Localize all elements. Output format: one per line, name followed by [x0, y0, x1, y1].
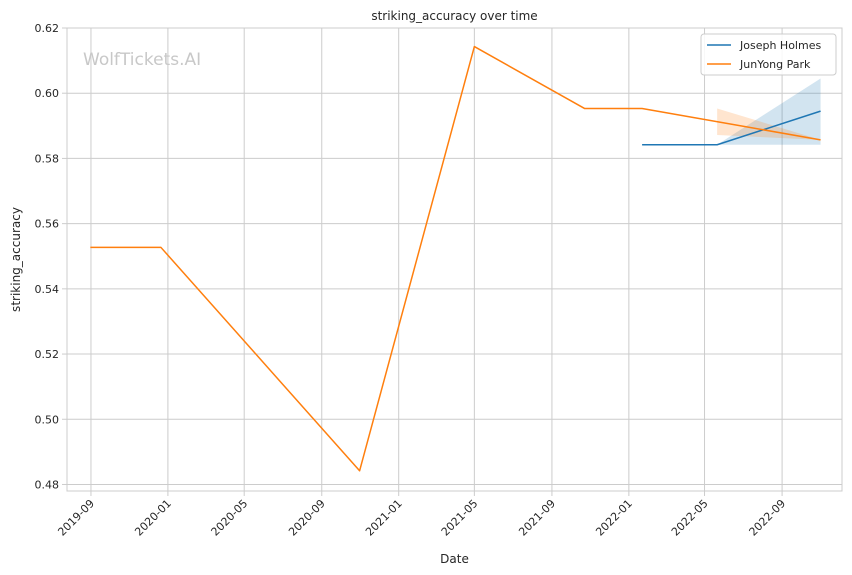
- series-lines: [90, 45, 821, 472]
- legend-box: [700, 33, 837, 76]
- y-tick-label: 0.62: [35, 22, 60, 35]
- watermark-text: WolfTickets.AI: [83, 50, 201, 70]
- chart-title: striking_accuracy over time: [371, 9, 537, 23]
- y-tick-label: 0.50: [35, 413, 60, 426]
- plot-area-frame: [66, 27, 843, 492]
- x-axis-title: Date: [440, 552, 469, 566]
- y-axis-title: striking_accuracy: [9, 207, 23, 312]
- y-tick-label: 0.54: [35, 283, 60, 296]
- legend-label-junyong-park: JunYong Park: [739, 58, 811, 71]
- confidence-bands: [717, 78, 821, 145]
- confidence-band-joseph-holmes: [717, 78, 821, 145]
- legend-label-joseph-holmes: Joseph Holmes: [739, 39, 821, 52]
- legend: Joseph Holmes JunYong Park: [700, 33, 837, 76]
- y-tick-label: 0.48: [35, 478, 60, 491]
- y-tick-label: 0.60: [35, 87, 60, 100]
- confidence-band-junyong-park: [717, 108, 821, 140]
- y-tick-label: 0.52: [35, 348, 60, 361]
- y-tick-label: 0.56: [35, 218, 60, 231]
- y-tick-label: 0.58: [35, 152, 60, 165]
